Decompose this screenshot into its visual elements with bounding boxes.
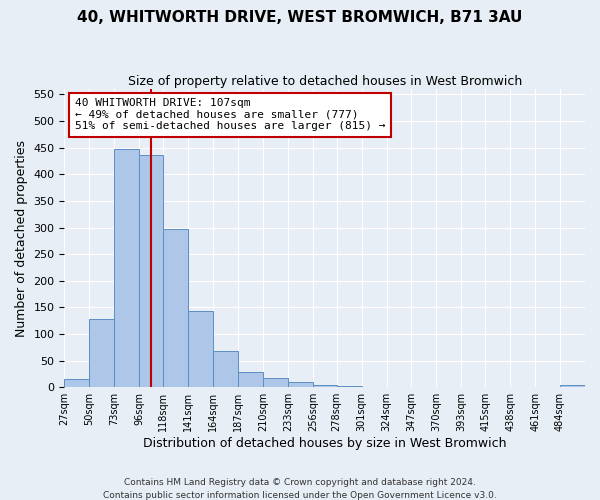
Bar xyxy=(213,351,238,387)
Bar xyxy=(163,229,188,387)
Bar xyxy=(188,310,213,387)
Bar xyxy=(263,378,288,387)
Title: Size of property relative to detached houses in West Bromwich: Size of property relative to detached ho… xyxy=(128,75,522,88)
Y-axis label: Number of detached properties: Number of detached properties xyxy=(15,140,28,336)
Bar xyxy=(288,382,313,387)
Bar xyxy=(313,384,337,387)
Text: Contains HM Land Registry data © Crown copyright and database right 2024.
Contai: Contains HM Land Registry data © Crown c… xyxy=(103,478,497,500)
Bar xyxy=(114,150,139,387)
Bar xyxy=(89,319,114,387)
Bar xyxy=(560,384,585,387)
Bar xyxy=(337,386,362,387)
Text: 40 WHITWORTH DRIVE: 107sqm
← 49% of detached houses are smaller (777)
51% of sem: 40 WHITWORTH DRIVE: 107sqm ← 49% of deta… xyxy=(75,98,385,132)
Bar xyxy=(238,372,263,387)
Text: 40, WHITWORTH DRIVE, WEST BROMWICH, B71 3AU: 40, WHITWORTH DRIVE, WEST BROMWICH, B71 … xyxy=(77,10,523,25)
X-axis label: Distribution of detached houses by size in West Bromwich: Distribution of detached houses by size … xyxy=(143,437,506,450)
Bar xyxy=(139,155,163,387)
Bar xyxy=(64,379,89,387)
Bar xyxy=(362,386,386,387)
